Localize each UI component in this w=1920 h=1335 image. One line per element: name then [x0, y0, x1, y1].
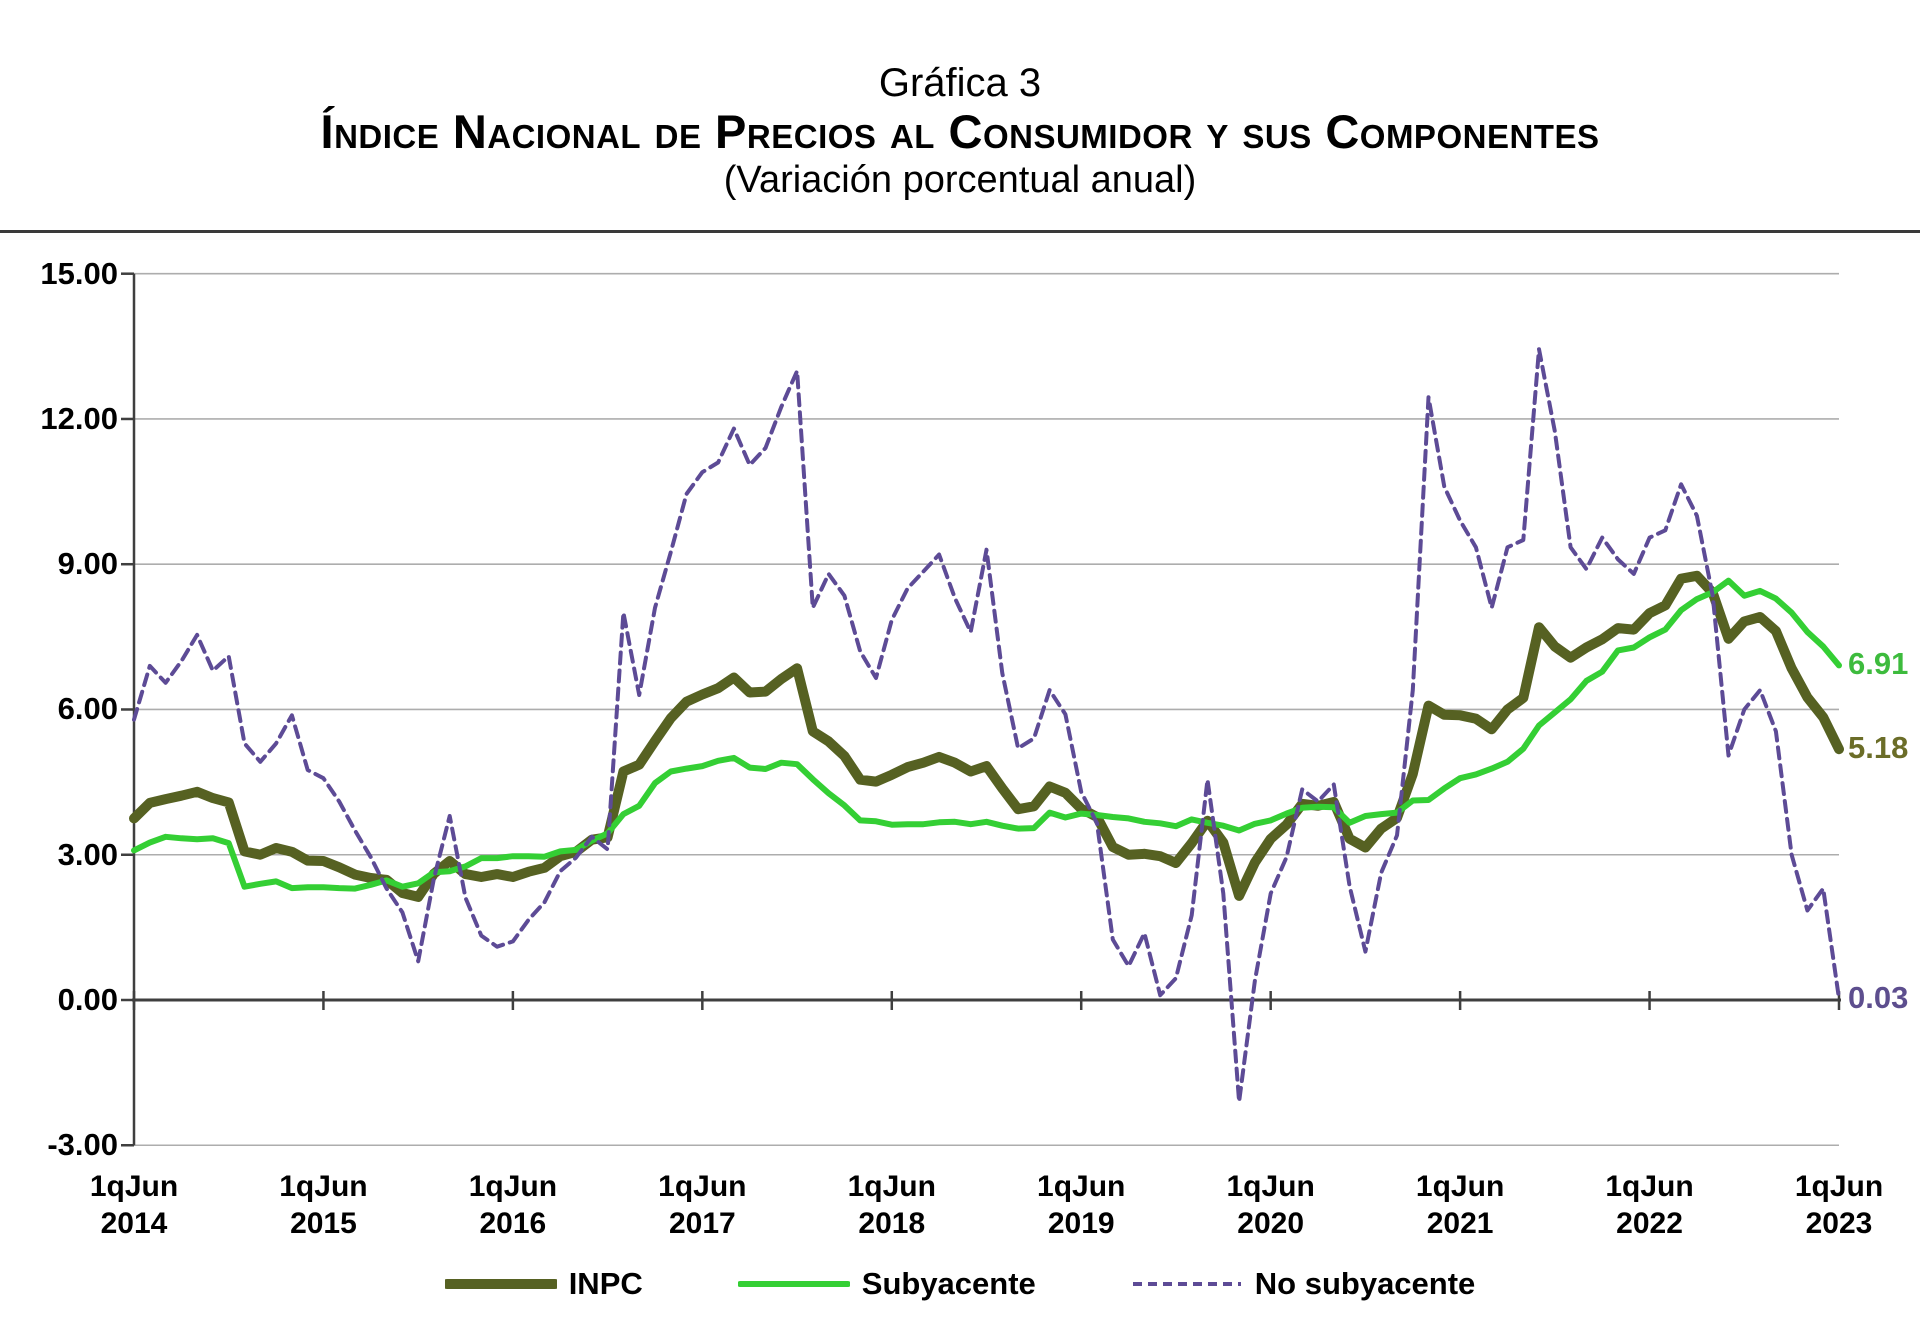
end-label-subyacente: 6.91: [1848, 646, 1909, 682]
legend-label: INPC: [568, 1266, 643, 1301]
x-axis-label: 1qJun 2016: [468, 1170, 558, 1240]
x-axis-label: 1qJun 2020: [1226, 1170, 1315, 1240]
x-axis-label: 1qJun 2014: [89, 1170, 179, 1240]
x-axis-label: 1qJun 2022: [1605, 1170, 1694, 1240]
y-axis-label: 9.00: [57, 546, 118, 582]
inpc-line: [129, 570, 1844, 902]
end-label-inpc: 5.18: [1848, 730, 1909, 766]
legend-label: Subyacente: [861, 1266, 1036, 1301]
y-axis-label: -3.00: [47, 1127, 118, 1163]
chart-subtitle: (Variación porcentual anual): [723, 159, 1197, 201]
y-axis-label: 0.00: [57, 982, 118, 1017]
chart-title: Índice Nacional de Precios al Consumidor…: [320, 105, 1600, 158]
x-axis-label: 1qJun 2021: [1415, 1170, 1505, 1240]
x-axis-label: 1qJun 2023: [1794, 1170, 1884, 1240]
legend-item-no-subyacente: No subyacente: [1131, 1266, 1476, 1302]
no-subyacente-line: [132, 347, 1841, 1104]
subyacente-line: [131, 577, 1842, 892]
legend-swatch: [737, 1281, 850, 1287]
header-divider: [0, 230, 1920, 233]
y-axis-label: 6.00: [57, 691, 118, 727]
end-label-no-subyacente: 0.03: [1848, 979, 1909, 1015]
legend: INPC Subyacente No subyacente: [0, 1266, 1920, 1302]
x-axis-label: 1qJun 2017: [658, 1170, 747, 1240]
title-block: Gráfica 3 Índice Nacional de Precios al …: [0, 60, 1920, 202]
x-axis-label: 1qJun 2018: [847, 1170, 936, 1240]
legend-item-subyacente: Subyacente: [737, 1266, 1036, 1302]
legend-label: No subyacente: [1254, 1266, 1476, 1301]
legend-swatch: [444, 1279, 557, 1289]
y-axis-label: 15.00: [40, 255, 118, 291]
x-axis-label: 1qJun 2015: [279, 1170, 368, 1240]
x-axis-label: 1qJun 2019: [1037, 1170, 1126, 1240]
y-axis-label: 12.00: [40, 400, 118, 436]
y-axis-label: 3.00: [57, 836, 118, 872]
legend-item-inpc: INPC: [444, 1266, 643, 1302]
chart-number: Gráfica 3: [878, 61, 1042, 105]
legend-swatch: [1132, 1282, 1241, 1286]
